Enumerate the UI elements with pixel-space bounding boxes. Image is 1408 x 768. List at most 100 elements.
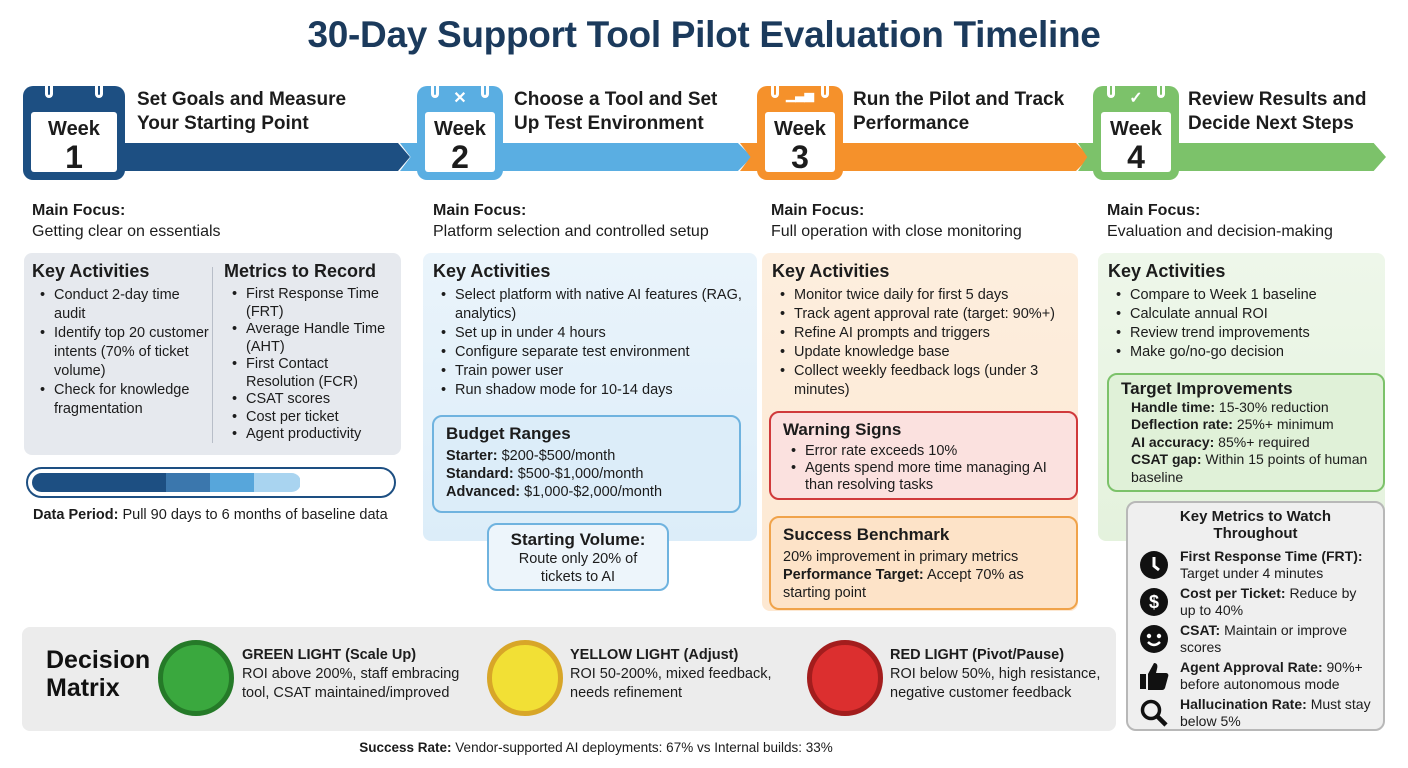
green-light-icon	[158, 640, 234, 716]
key-activities-title: Key Activities	[433, 261, 551, 281]
week2-calendar-icon: ✕ Week 2	[417, 78, 503, 180]
budget-value: $500-$1,000/month	[517, 466, 644, 482]
key-metrics-title: Key Metrics to Watch Throughout	[1179, 508, 1332, 542]
red-light-text: RED LIGHT (Pivot/Pause) ROI below 50%, hi…	[890, 646, 1110, 703]
week1-metrics-list: First Response Time (FRT) Average Handle…	[224, 286, 396, 444]
metric-item: $ Cost per Ticket: Reduce by up to 40%	[1138, 585, 1373, 618]
week4-calendar-icon: ✓ Week 4	[1093, 78, 1179, 180]
targets-title: Target Improvements	[1121, 379, 1293, 398]
list-item: Agents spend more time managing AI than …	[783, 460, 1064, 494]
success-benchmark-box: Success Benchmark 20% improvement in pri…	[769, 516, 1078, 610]
footer-text: Vendor-supported AI deployments: 67% vs …	[455, 740, 833, 755]
target-label: Deflection rate:	[1131, 416, 1233, 432]
week3-calendar-icon: ▁▃▅ Week 3	[757, 78, 843, 180]
target-row: AI accuracy: 85%+ required	[1131, 434, 1371, 452]
target-label: Handle time:	[1131, 398, 1216, 415]
list-item: Average Handle Time (AHT)	[224, 321, 396, 356]
metric-item: Agent Approval Rate: 90%+ before autonom…	[1138, 659, 1373, 692]
metric-label: CSAT:	[1180, 622, 1221, 638]
week1-main-focus: Main Focus: Getting clear on essentials	[32, 200, 221, 242]
divider	[212, 267, 213, 443]
green-light-text: GREEN LIGHT (Scale Up) ROI above 200%, st…	[242, 646, 472, 703]
key-metrics-box: Key Metrics to Watch Throughout First Re…	[1126, 501, 1385, 731]
week-label: Week	[774, 118, 826, 140]
metric-label: Hallucination Rate:	[1180, 696, 1307, 712]
target-label: Performance Target:	[783, 567, 924, 583]
focus-label: Main Focus:	[433, 202, 527, 219]
list-item: Error rate exceeds 10%	[783, 443, 1064, 460]
list-item: Update knowledge base	[772, 343, 1068, 362]
week4-main-focus: Main Focus: Evaluation and decision-makin…	[1107, 200, 1333, 242]
week-number: 4	[1127, 139, 1145, 175]
focus-label: Main Focus:	[771, 202, 865, 219]
budget-value: $200-$500/month	[501, 448, 616, 464]
target-text: Accept 70% as starting point	[783, 567, 1024, 601]
budget-row: Advanced: $1,000-$2,000/month	[446, 483, 727, 501]
data-period-label: Data Period:	[33, 507, 119, 523]
list-item: Compare to Week 1 baseline	[1108, 286, 1375, 305]
week2-activities-list: Select platform with native AI features …	[433, 286, 747, 400]
yellow-light-text: YELLOW LIGHT (Adjust) ROI 50-200%, mixed …	[570, 646, 780, 703]
target-value: Within 15 points of human baseline	[1131, 451, 1368, 485]
list-item: Select platform with native AI features …	[433, 286, 747, 324]
light-text: ROI below 50%, high resistance, negative…	[890, 666, 1101, 701]
week4-heading: Review Results and Decide Next Steps	[1188, 89, 1367, 134]
list-item: First Contact Resolution (FCR)	[224, 356, 396, 391]
data-period-progress-bar	[26, 467, 396, 498]
week-label: Week	[48, 118, 100, 140]
budget-row: Starter: $200-$500/month	[446, 447, 727, 465]
warning-signs-box: Warning Signs Error rate exceeds 10% Age…	[769, 411, 1078, 500]
decision-matrix-title: Decision Matrix	[46, 646, 150, 702]
focus-label: Main Focus:	[32, 202, 126, 219]
week1-panel: Key Activities Conduct 2-day time audit …	[24, 253, 401, 455]
list-item: Monitor twice daily for first 5 days	[772, 286, 1068, 305]
clock-icon	[1138, 549, 1170, 581]
key-activities-title: Key Activities	[772, 261, 890, 281]
svg-text:$: $	[1149, 592, 1159, 612]
title-line: Matrix	[46, 674, 120, 702]
target-value: 15-30% reduction	[1218, 398, 1329, 415]
page-title: 30-Day Support Tool Pilot Evaluation Tim…	[307, 14, 1101, 55]
thumbs-up-icon	[1138, 660, 1170, 692]
starting-volume-text: Route only 20% of tickets to AI	[518, 551, 638, 585]
checkmark-icon: ✓	[1129, 90, 1143, 107]
week1-activities-list: Conduct 2-day time audit Identify top 20…	[32, 286, 212, 419]
week1-heading: Set Goals and Measure Your Starting Poin…	[137, 89, 347, 134]
starting-volume-callout: Starting Volume: Route only 20% of ticke…	[487, 523, 669, 591]
bar-chart-icon: ▁▃▅	[786, 88, 814, 102]
focus-text: Full operation with close monitoring	[771, 223, 1022, 240]
smiley-icon	[1138, 623, 1170, 655]
list-item: Set up in under 4 hours	[433, 324, 747, 343]
budget-title: Budget Ranges	[446, 424, 571, 443]
footer-success-rate: Success Rate: Vendor-supported AI deploy…	[0, 740, 1192, 755]
focus-text: Getting clear on essentials	[32, 223, 221, 240]
title-line: Decision	[46, 646, 151, 674]
list-item: Calculate annual ROI	[1108, 305, 1375, 324]
budget-row: Standard: $500-$1,000/month	[446, 465, 727, 483]
week4-activities-list: Compare to Week 1 baseline Calculate ann…	[1108, 286, 1375, 362]
week3-heading: Run the Pilot and Track Performance	[853, 89, 1065, 134]
light-title: RED LIGHT (Pivot/Pause)	[890, 647, 1065, 663]
metric-label: First Response Time (FRT):	[1180, 548, 1363, 564]
metric-item: CSAT: Maintain or improve scores	[1138, 622, 1373, 655]
metric-item: Hallucination Rate: Must stay below 5%	[1138, 696, 1373, 729]
metric-value: Target under 4 minutes	[1180, 564, 1324, 581]
data-period-note: Data Period: Pull 90 days to 6 months of…	[33, 507, 388, 523]
target-row: Handle time: 15-30% reduction	[1131, 399, 1371, 417]
metric-value: Must stay below 5%	[1180, 696, 1371, 729]
week-number: 1	[65, 139, 83, 175]
light-title: GREEN LIGHT (Scale Up)	[242, 647, 417, 663]
metric-value: Maintain or improve scores	[1180, 622, 1348, 655]
focus-label: Main Focus:	[1107, 202, 1201, 219]
target-row: CSAT gap: Within 15 points of human base…	[1131, 451, 1371, 486]
list-item: Train power user	[433, 362, 747, 381]
list-item: Refine AI prompts and triggers	[772, 324, 1068, 343]
list-item: First Response Time (FRT)	[224, 286, 396, 321]
metric-item: First Response Time (FRT): Target under …	[1138, 548, 1373, 581]
metric-value: 90%+ before autonomous mode	[1180, 659, 1363, 692]
focus-text: Platform selection and controlled setup	[433, 223, 709, 240]
metrics-title: Metrics to Record	[224, 261, 377, 281]
key-activities-title: Key Activities	[1108, 261, 1226, 281]
target-value: 85%+ required	[1218, 433, 1310, 450]
list-item: Track agent approval rate (target: 90%+)	[772, 305, 1068, 324]
